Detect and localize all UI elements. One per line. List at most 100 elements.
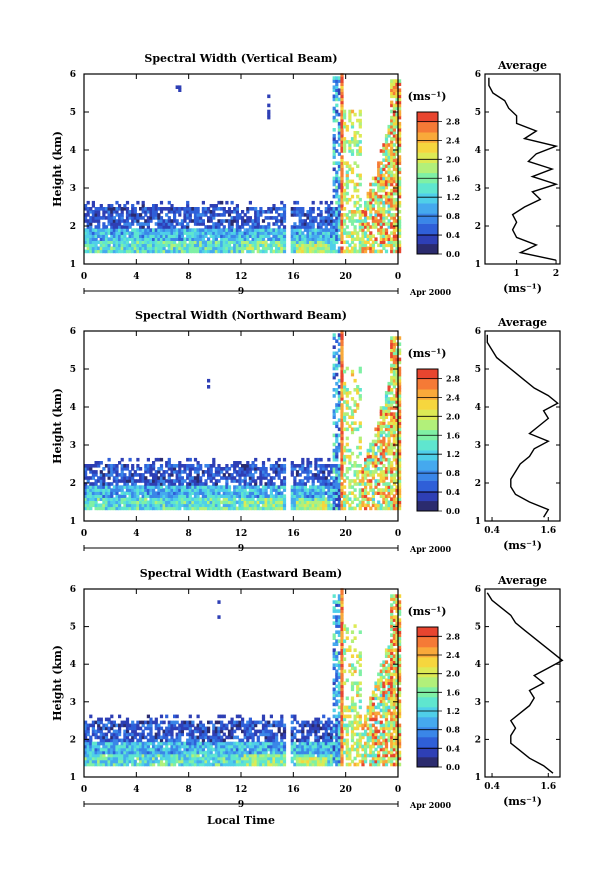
heatmap-cell (398, 412, 402, 416)
heatmap-cell (128, 234, 132, 238)
heatmap-cell (382, 213, 386, 217)
heatmap-cell (337, 76, 341, 80)
heatmap-cell (86, 756, 90, 761)
heatmap-cell (89, 243, 93, 248)
heatmap-cell (180, 231, 184, 235)
heatmap-cell (392, 204, 396, 208)
heatmap-cell (392, 191, 396, 196)
heatmap-cell (387, 430, 391, 435)
heatmap-cell (256, 246, 260, 251)
heatmap-cell (340, 430, 344, 435)
heatmap-cell (345, 427, 349, 432)
heatmap-cell (238, 750, 242, 755)
heatmap-cell (196, 726, 200, 731)
heatmap-cell (353, 427, 357, 432)
heatmap-cell (345, 442, 349, 447)
heatmap-cell (188, 213, 192, 217)
heatmap-cell (230, 759, 234, 764)
heatmap-cell (120, 228, 124, 232)
heatmap-cell (131, 756, 135, 761)
heatmap-cell (235, 720, 239, 725)
heatmap-cell (238, 723, 242, 728)
heatmap-cell (133, 482, 137, 486)
heatmap-cell (395, 100, 399, 105)
y-tick-label: 2 (70, 222, 76, 232)
heatmap-cell (199, 500, 203, 505)
heatmap-cell (335, 188, 339, 193)
heatmap-cell (356, 388, 360, 392)
heatmap-cell (233, 216, 237, 220)
heatmap-cell (159, 762, 164, 767)
heatmap-cell (196, 479, 200, 483)
heatmap-cell (191, 207, 195, 211)
heatmap-cell (259, 243, 263, 248)
heatmap-cell (120, 506, 124, 511)
heatmap-cell (337, 357, 341, 362)
heatmap-cell (183, 744, 187, 749)
heatmap-cell (201, 491, 205, 495)
heatmap-cell (233, 735, 237, 740)
heatmap-cell (159, 726, 164, 731)
heatmap-cell (298, 473, 302, 477)
heatmap-cell (398, 442, 402, 447)
heatmap-cell (191, 753, 195, 758)
heatmap-cell (322, 237, 326, 241)
heatmap-cell (330, 470, 334, 474)
heatmap-cell (217, 500, 221, 505)
heatmap-cell (180, 500, 184, 505)
heatmap-cell (277, 506, 281, 511)
heatmap-cell (209, 210, 213, 214)
heatmap-cell (398, 406, 402, 410)
heatmap-cell (327, 213, 331, 217)
heatmap-cell (398, 336, 402, 340)
heatmap-cell (162, 735, 166, 740)
heatmap-cell (343, 415, 347, 419)
heatmap-cell (193, 476, 198, 480)
heatmap-cell (131, 485, 135, 489)
heatmap-cell (173, 744, 177, 749)
heatmap-cell (225, 234, 229, 238)
heatmap-cell (350, 464, 355, 468)
heatmap-cell (319, 225, 323, 229)
heatmap-cell (212, 729, 216, 734)
heatmap-cell (133, 500, 137, 505)
heatmap-cell (241, 216, 245, 220)
heatmap-cell (230, 729, 234, 734)
heatmap-cell (269, 497, 273, 501)
heatmap-cell (167, 200, 171, 205)
heatmap-cell (214, 735, 218, 740)
heatmap-cell (316, 485, 321, 489)
heatmap-cell (123, 234, 127, 238)
heatmap-cell (115, 750, 119, 755)
heatmap-cell (340, 207, 344, 211)
heatmap-cell (222, 488, 226, 492)
heatmap-cell (382, 152, 386, 156)
heatmap-cell (369, 454, 373, 459)
heatmap-cell (154, 717, 158, 722)
heatmap-cell (125, 207, 130, 211)
heatmap-cell (332, 97, 336, 102)
heatmap-cell (220, 249, 224, 254)
heatmap-cell (157, 207, 161, 211)
heatmap-cell (233, 246, 237, 251)
heatmap-cell (350, 249, 355, 254)
heatmap-cell (353, 479, 357, 483)
heatmap-cell (233, 207, 237, 211)
heatmap-cell (89, 219, 93, 223)
heatmap-cell (343, 240, 347, 244)
colorbar-tick-label: 2.0 (446, 411, 460, 421)
heatmap-cell (128, 243, 132, 248)
heatmap-cell (118, 479, 122, 483)
heatmap-cell (390, 351, 394, 356)
heatmap-cell (84, 756, 88, 761)
heatmap-cell (167, 231, 171, 235)
heatmap-cell (152, 500, 156, 505)
heatmap-cell (123, 747, 127, 752)
heatmap-cell (327, 204, 331, 208)
heatmap-cell (225, 240, 229, 244)
heatmap-cell (86, 246, 90, 251)
heatmap-cell (115, 759, 119, 764)
heatmap-cell (131, 228, 135, 232)
heatmap-cell (112, 497, 116, 501)
heatmap-cell (212, 228, 216, 232)
